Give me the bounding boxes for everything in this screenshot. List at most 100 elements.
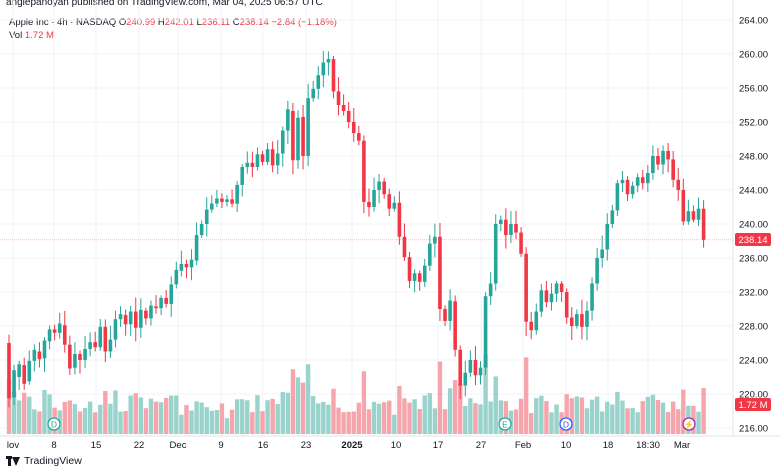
candle-body[interactable] (453, 301, 457, 350)
candle-body[interactable] (306, 98, 310, 156)
candle-body[interactable] (189, 259, 194, 268)
candle-body[interactable] (433, 236, 437, 244)
candle-body[interactable] (7, 343, 11, 399)
candle-body[interactable] (585, 310, 589, 327)
candle-body[interactable] (559, 283, 564, 293)
candle-body[interactable] (296, 117, 300, 161)
candle-body[interactable] (133, 311, 138, 328)
candle-body[interactable] (346, 110, 351, 122)
candle-body[interactable] (696, 208, 701, 220)
candle-body[interactable] (88, 342, 92, 349)
candle-body[interactable] (676, 179, 681, 190)
candle-body[interactable] (22, 365, 27, 384)
candle-body[interactable] (275, 153, 280, 166)
candle-body[interactable] (174, 269, 179, 285)
candle-body[interactable] (280, 130, 285, 154)
candle-body[interactable] (139, 309, 143, 328)
candle-body[interactable] (402, 236, 407, 258)
candle-body[interactable] (438, 236, 442, 309)
candle-body[interactable] (351, 122, 356, 134)
candle-body[interactable] (37, 351, 42, 360)
candle-body[interactable] (397, 202, 402, 237)
candle-body[interactable] (17, 364, 21, 377)
candle-body[interactable] (78, 354, 82, 360)
candle-body[interactable] (311, 88, 315, 99)
candle-body[interactable] (554, 283, 559, 294)
candle-body[interactable] (245, 162, 250, 168)
candle-body[interactable] (625, 179, 630, 195)
candle-body[interactable] (630, 185, 635, 195)
candle-body[interactable] (149, 305, 153, 319)
candle-body[interactable] (225, 199, 229, 202)
candle-body[interactable] (691, 211, 696, 220)
candle-body[interactable] (210, 203, 214, 210)
candle-body[interactable] (331, 59, 336, 92)
candle-body[interactable] (159, 297, 163, 309)
candle-body[interactable] (666, 150, 670, 160)
candle-body[interactable] (204, 209, 209, 224)
candle-body[interactable] (255, 154, 260, 168)
volume-label[interactable]: Vol (9, 30, 23, 41)
candle-body[interactable] (194, 235, 199, 261)
candle-body[interactable] (529, 321, 534, 331)
candle-body[interactable] (47, 329, 52, 342)
candle-body[interactable] (620, 179, 625, 184)
tradingview-brand[interactable]: TradingView (6, 455, 82, 467)
candle-body[interactable] (164, 297, 168, 304)
candle-body[interactable] (463, 372, 468, 386)
candle-body[interactable] (113, 319, 118, 340)
candle-body[interactable] (27, 360, 32, 382)
candle-body[interactable] (341, 105, 346, 111)
candle-body[interactable] (549, 293, 554, 303)
candle-body[interactable] (291, 110, 295, 161)
event-markers[interactable]: D E D ⚡ (47, 417, 696, 431)
candle-body[interactable] (701, 208, 706, 240)
candle-body[interactable] (52, 329, 57, 333)
candle-body[interactable] (362, 140, 366, 202)
candle-body[interactable] (184, 263, 189, 268)
candle-body[interactable] (656, 156, 660, 165)
candle-body[interactable] (103, 326, 108, 352)
candle-body[interactable] (483, 296, 488, 368)
candle-body[interactable] (387, 194, 392, 209)
candle-body[interactable] (230, 199, 234, 204)
candle-body[interactable] (169, 284, 174, 304)
candle-body[interactable] (610, 210, 615, 224)
candle-body[interactable] (534, 311, 539, 331)
candle-body[interactable] (326, 59, 331, 63)
candle-body[interactable] (569, 317, 574, 327)
candle-body[interactable] (68, 344, 72, 369)
candle-body[interactable] (640, 177, 645, 184)
candle-body[interactable] (357, 133, 361, 141)
candle-body[interactable] (519, 232, 523, 254)
candle-body[interactable] (478, 367, 483, 376)
candle-body[interactable] (301, 116, 305, 156)
candle-body[interactable] (493, 224, 498, 284)
price-axis[interactable]: 264.00 260.00 256.00 252.00 248.00 244.00 240.… (739, 16, 768, 435)
dividend-event-icon[interactable]: D (47, 417, 61, 431)
symbol-label[interactable]: Apple Inc · 4h · NASDAQ (9, 17, 117, 28)
candle-body[interactable] (458, 349, 463, 386)
candle-body[interactable] (179, 263, 184, 271)
candle-body[interactable] (539, 290, 544, 312)
candle-body[interactable] (605, 224, 610, 250)
candle-body[interactable] (544, 290, 549, 303)
candle-body[interactable] (504, 219, 508, 236)
candle-body[interactable] (448, 300, 452, 321)
time-axis[interactable]: lov 8 15 22 Dec 9 16 23 2025 10 17 27 Feb 10 18 18:30 Ma… (7, 440, 690, 451)
candle-body[interactable] (62, 325, 67, 345)
candle-body[interactable] (235, 184, 239, 204)
candle-body[interactable] (336, 91, 341, 105)
candle-body[interactable] (564, 292, 569, 318)
candle-body[interactable] (473, 360, 478, 376)
candle-body[interactable] (108, 339, 113, 352)
candlestick-series[interactable] (7, 51, 706, 408)
candle-body[interactable] (118, 314, 123, 320)
candle-body[interactable] (73, 354, 77, 368)
candle-body[interactable] (321, 62, 326, 76)
candle-body[interactable] (93, 342, 97, 348)
split-event-icon[interactable]: ⚡ (682, 417, 696, 431)
candle-body[interactable] (215, 198, 219, 204)
candle-body[interactable] (98, 326, 103, 348)
candle-body[interactable] (316, 75, 321, 89)
